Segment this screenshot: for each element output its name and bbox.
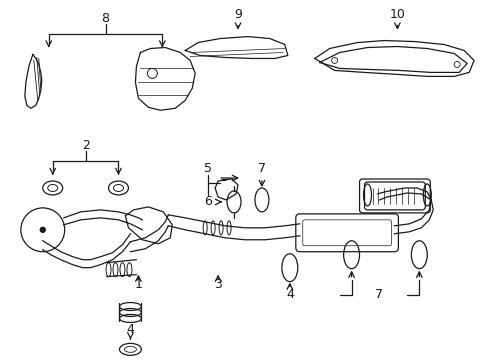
FancyBboxPatch shape [302,220,390,246]
Text: 2: 2 [81,139,89,152]
Text: 5: 5 [203,162,212,175]
Text: 10: 10 [388,8,405,21]
FancyBboxPatch shape [295,214,398,252]
Text: 8: 8 [102,12,109,25]
Circle shape [40,227,45,232]
Text: 1: 1 [134,278,142,291]
Text: 7: 7 [375,288,383,301]
Text: 7: 7 [257,162,265,175]
FancyBboxPatch shape [364,182,425,210]
Text: 4: 4 [285,288,293,301]
Text: 4: 4 [126,323,134,336]
Text: 6: 6 [204,195,212,208]
Text: 3: 3 [214,278,222,291]
Text: 9: 9 [234,8,242,21]
